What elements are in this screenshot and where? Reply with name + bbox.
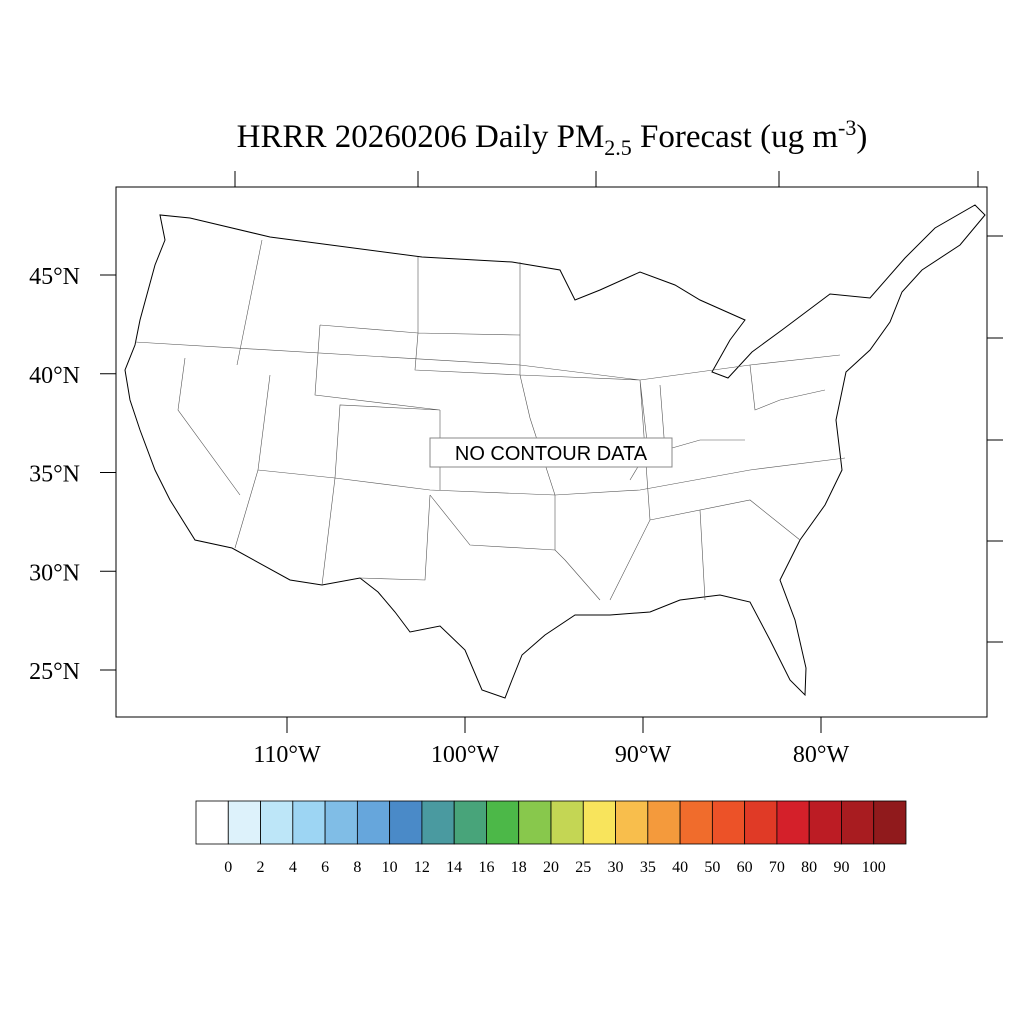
colorbar-label: 0 [224,859,232,876]
colorbar-label: 35 [640,859,656,876]
colorbar-label: 18 [511,859,527,876]
colorbar-box [453,800,487,845]
colorbar-box [324,800,358,845]
colorbar-label: 6 [321,859,329,876]
lat-label: 25°N [29,659,80,685]
colorbar-box [550,800,584,845]
colorbar-box [227,800,261,845]
colorbar-box [873,800,907,845]
lon-label: 110°W [253,742,321,768]
colorbar-label: 20 [543,859,559,876]
colorbar-label: 25 [575,859,591,876]
colorbar-box [356,800,391,845]
map-frame [115,186,988,718]
colorbar-label: 14 [446,859,462,876]
colorbar-label: 4 [289,859,297,876]
colorbar-box [195,800,229,845]
colorbar-box [260,800,294,845]
state-lines [134,239,846,601]
title-sub: 2.5 [604,135,632,160]
colorbar-label: 90 [833,859,849,876]
colorbar-label: 2 [257,859,265,876]
colorbar-label: 40 [672,859,688,876]
colorbar-label: 30 [608,859,624,876]
right-ticks [987,235,1003,643]
colorbar-label: 60 [737,859,753,876]
colorbar-box [615,800,649,845]
colorbar-label: 8 [353,859,361,876]
colorbar-box [808,800,842,845]
colorbar-label: 80 [801,859,817,876]
colorbar-box [679,800,713,845]
colorbar-box [518,800,552,845]
lat-label: 30°N [29,560,80,586]
lat-label: 35°N [29,462,80,488]
message-box [429,437,673,468]
lat-label: 40°N [29,363,80,389]
colorbar-box [389,800,423,845]
colorbar-label: 10 [382,859,398,876]
colorbar-box [421,800,455,845]
lat-label: 45°N [29,264,80,290]
title-mid: Forecast (ug m [632,119,839,155]
colorbar-box [744,800,778,845]
colorbar-label: 70 [769,859,785,876]
title-sup: -3 [838,115,856,140]
title-end: ) [856,119,867,155]
colorbar-box [292,800,326,845]
lon-label: 90°W [615,742,672,768]
message: NO CONTOUR DATA [455,443,648,465]
title-main: HRRR 20260206 Daily PM [237,119,605,155]
lon-label: 100°W [431,742,500,768]
colorbar-label: 12 [414,859,430,876]
top-ticks [234,171,979,187]
colorbar-box [776,800,810,845]
colorbar-label: 100 [862,859,886,876]
title: HRRR 20260206 Daily PM2.5 Forecast (ug m… [237,115,868,160]
colorbar-box [582,800,616,845]
colorbar-box [647,800,681,845]
colorbar-label: 16 [478,859,494,876]
colorbar-box [711,800,746,845]
us-outline [124,204,986,699]
colorbar-label: 50 [704,859,720,876]
colorbar-box [841,800,875,845]
lon-label: 80°W [793,742,850,768]
colorbar-box [486,800,520,845]
